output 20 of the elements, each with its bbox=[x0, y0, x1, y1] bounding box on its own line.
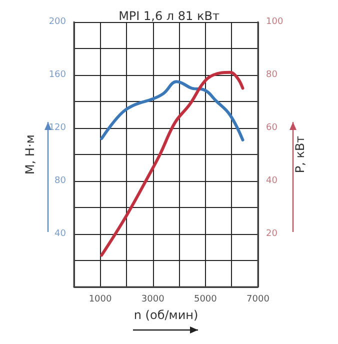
y-axis-title: M, Н·м bbox=[23, 134, 37, 174]
y2-axis-title: P, кВт bbox=[293, 136, 308, 174]
x-tick-label: 1000 bbox=[88, 294, 112, 304]
y2-tick-label: 20 bbox=[266, 229, 278, 239]
line-series bbox=[100, 70, 244, 257]
y-tick-label: 120 bbox=[48, 123, 66, 133]
chart-title: MPI 1,6 л 81 кВт bbox=[118, 9, 220, 23]
y-tick-label: 40 bbox=[54, 229, 66, 239]
y-tick-label: 80 bbox=[54, 176, 66, 186]
y2-tick-label: 40 bbox=[266, 176, 278, 186]
x-axis-title: n (об/мин) bbox=[134, 308, 198, 322]
y2-tick-label: 100 bbox=[266, 17, 284, 27]
y-tick-label: 160 bbox=[48, 70, 66, 80]
x-tick-label: 7000 bbox=[246, 294, 270, 304]
x-tick-label: 5000 bbox=[194, 294, 218, 304]
x-tick-label: 3000 bbox=[141, 294, 165, 304]
y2-tick-label: 80 bbox=[266, 70, 278, 80]
y2-tick-label: 60 bbox=[266, 123, 278, 133]
y-tick-label: 200 bbox=[48, 17, 66, 27]
line-series bbox=[100, 80, 244, 142]
